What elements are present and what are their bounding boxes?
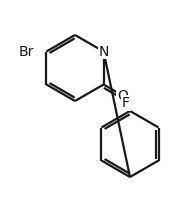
Text: N: N [98, 44, 109, 59]
Text: Br: Br [19, 44, 34, 59]
Text: F: F [122, 96, 130, 110]
Text: O: O [117, 89, 128, 103]
